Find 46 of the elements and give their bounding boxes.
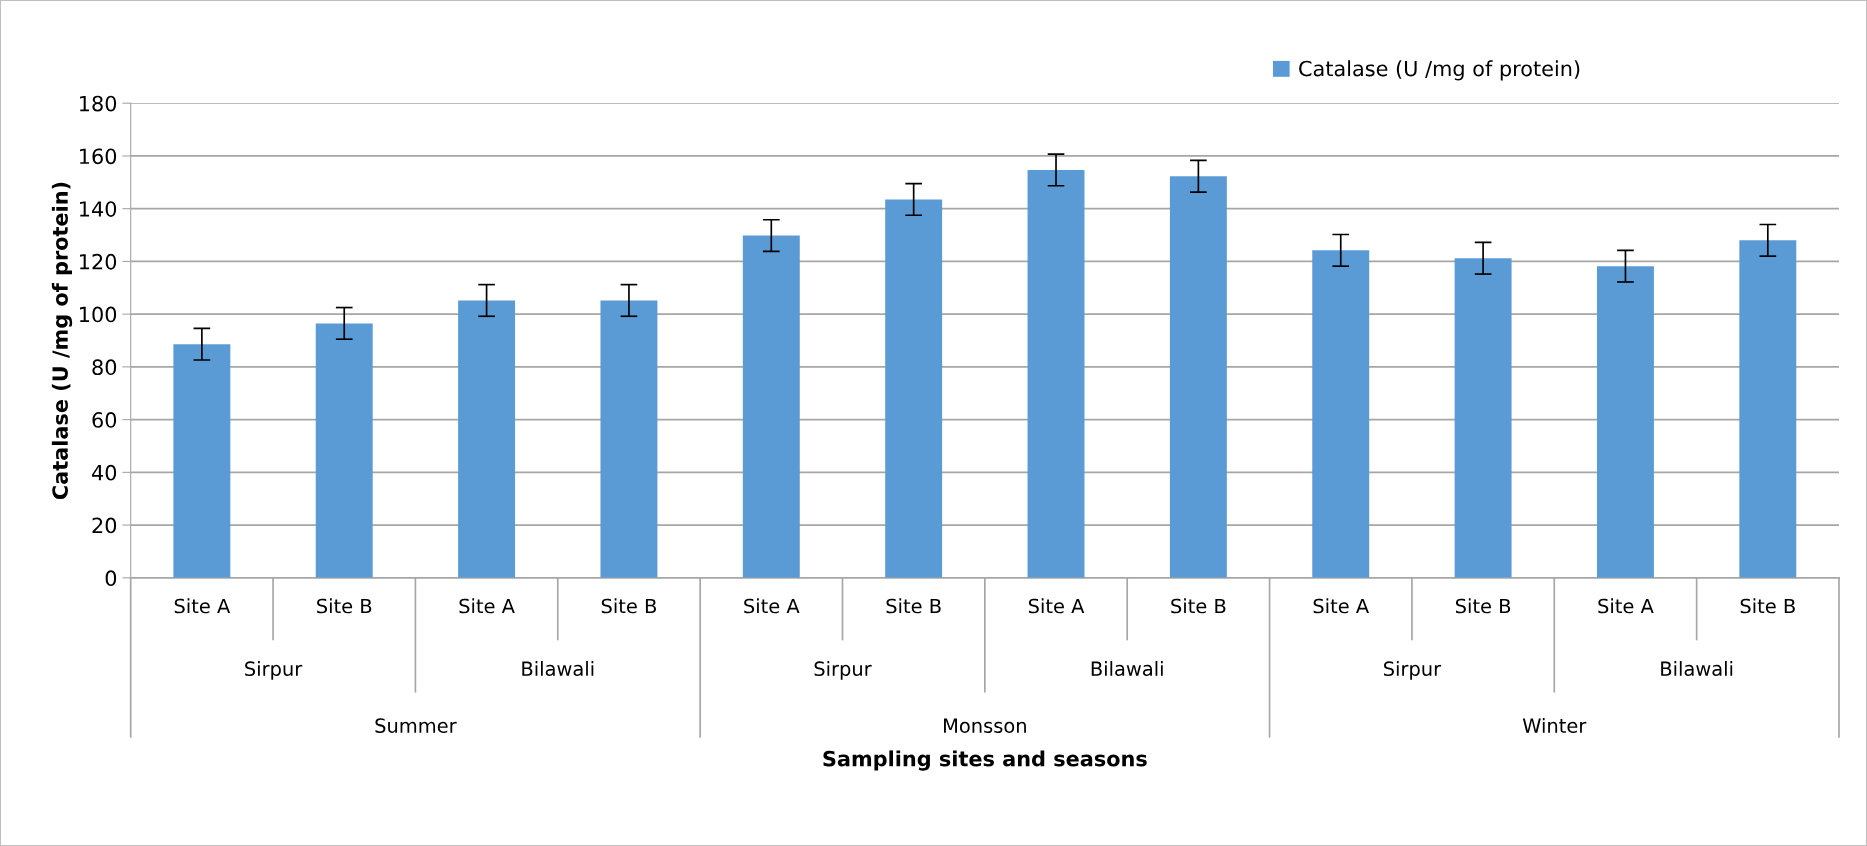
bar bbox=[315, 323, 373, 578]
text: Bilawali bbox=[522, 660, 594, 677]
text: Monsson bbox=[944, 718, 1026, 733]
x-tick-label: Site B bbox=[1740, 598, 1795, 614]
y-tick-label: 80 bbox=[92, 359, 117, 376]
x-tick-label: Site B bbox=[1455, 598, 1511, 614]
x-tick-label: Site A bbox=[1598, 598, 1654, 614]
y-tick-label: 100 bbox=[80, 306, 117, 323]
bar bbox=[742, 235, 800, 578]
x-tick-label: Site A bbox=[744, 598, 800, 614]
bar bbox=[1312, 250, 1370, 578]
bar bbox=[885, 199, 943, 578]
x-tick-label: Site A bbox=[1313, 598, 1369, 614]
y-tick-label: 0 bbox=[105, 570, 117, 587]
legend-label: Catalase (U /mg of protein) bbox=[1299, 60, 1580, 81]
x-tick-label: Site A bbox=[459, 598, 515, 614]
y-tick-label: 140 bbox=[80, 201, 117, 217]
y-tick-label: 180 bbox=[80, 95, 117, 112]
text: Winter bbox=[1522, 717, 1587, 733]
x-tick-label: Site B bbox=[317, 598, 372, 614]
text: Sirpur bbox=[245, 660, 303, 680]
bar bbox=[1596, 266, 1654, 578]
bar bbox=[173, 344, 231, 578]
bar bbox=[600, 300, 658, 578]
text: Sirpur bbox=[1384, 660, 1442, 680]
bar bbox=[1027, 169, 1085, 578]
bar bbox=[1454, 258, 1512, 578]
y-tick-label: 160 bbox=[80, 148, 117, 165]
text: Summer bbox=[375, 718, 457, 733]
text: Sirpur bbox=[814, 660, 872, 680]
bar bbox=[1739, 240, 1797, 578]
x-tick-label: Site A bbox=[174, 598, 231, 614]
text: Sampling sites and seasons bbox=[823, 750, 1147, 771]
bar bbox=[458, 300, 516, 578]
y-axis-title: Catalase (U /mg of protein) bbox=[51, 182, 73, 500]
text: Bilawali bbox=[1091, 660, 1163, 677]
text: Bilawali bbox=[1661, 660, 1733, 677]
y-tick-label: 60 bbox=[92, 412, 117, 428]
y-tick-label: 120 bbox=[80, 253, 117, 270]
x-tick-label: Site B bbox=[601, 598, 656, 614]
y-tick-label: 40 bbox=[92, 464, 117, 481]
x-tick-label: Site A bbox=[1028, 598, 1085, 614]
bar bbox=[1169, 176, 1227, 578]
x-tick-label: Site B bbox=[1171, 598, 1226, 614]
y-tick-label: 20 bbox=[92, 517, 117, 534]
x-tick-label: Site B bbox=[886, 598, 941, 614]
